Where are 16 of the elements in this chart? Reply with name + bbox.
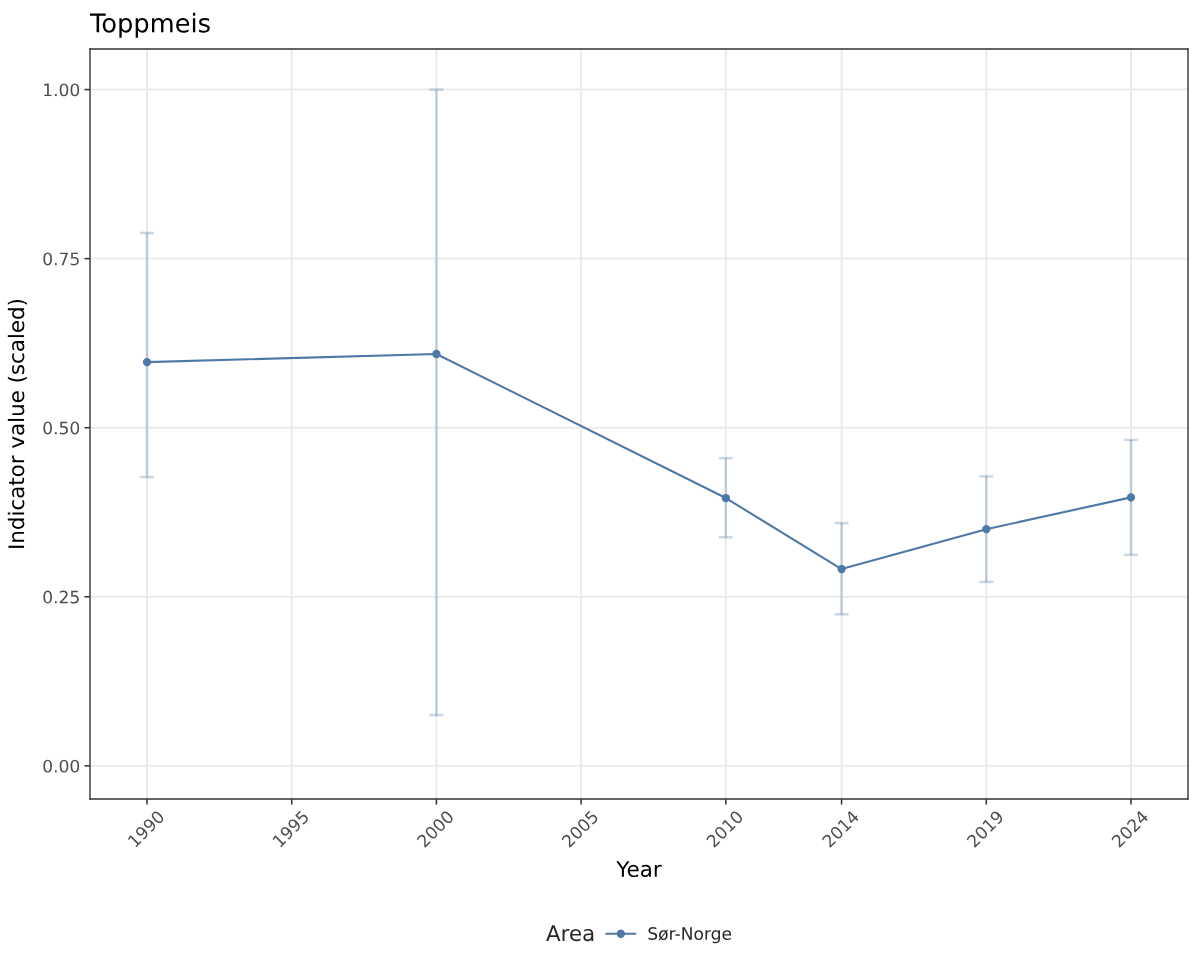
chart-title: Toppmeis	[89, 12, 210, 38]
y-tick-label: 0.00	[43, 759, 80, 773]
point	[721, 493, 730, 503]
y-axis-title: Indicator value (scaled)	[7, 299, 27, 548]
y-tick-label: 0.75	[43, 252, 79, 266]
legend-title: Area	[546, 925, 594, 942]
y-tick-label: 1.00	[44, 83, 80, 97]
point	[982, 525, 991, 534]
point	[837, 564, 846, 574]
x-axis-title: Year	[616, 861, 662, 878]
y-tick-label: 0.50	[43, 421, 80, 435]
point	[432, 349, 441, 359]
point	[142, 357, 152, 367]
point	[1126, 493, 1136, 502]
y-tick-label: 0.25	[43, 590, 79, 604]
legend-label: Sør-Norge	[648, 927, 732, 944]
